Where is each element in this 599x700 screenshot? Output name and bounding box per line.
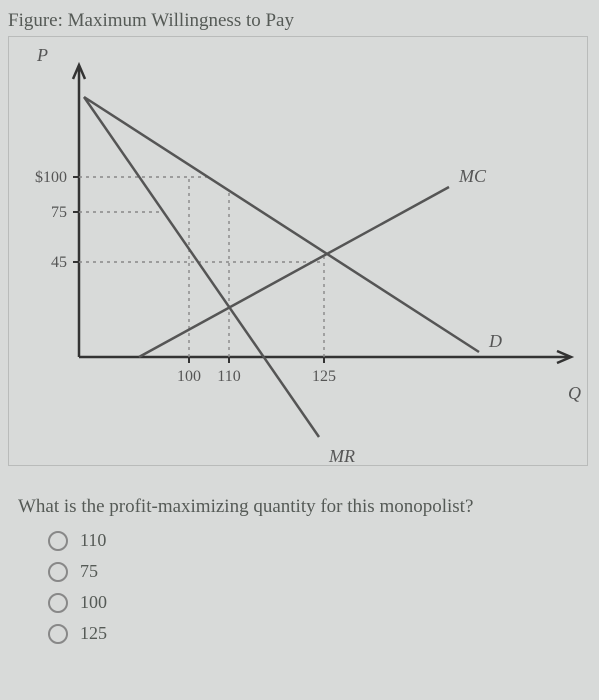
option-label: 125 [80,623,107,644]
svg-text:MR: MR [328,446,355,466]
svg-text:45: 45 [51,254,67,271]
y-axis-label: P [37,45,48,66]
option-125[interactable]: 125 [48,623,591,644]
radio-icon [48,593,68,613]
question-text: What is the profit-maximizing quantity f… [18,496,591,518]
x-axis-label: Q [568,383,581,404]
svg-text:100: 100 [177,368,201,385]
option-label: 110 [80,530,106,551]
svg-text:75: 75 [51,204,67,221]
option-label: 100 [80,592,107,613]
figure-title: Figure: Maximum Willingness to Pay [8,10,591,32]
radio-icon [48,531,68,551]
options-group: 110 75 100 125 [48,530,591,644]
radio-icon [48,562,68,582]
economics-chart: $100 75 45 100 110 125 D MR MC [9,37,589,467]
svg-text:110: 110 [217,368,240,385]
radio-icon [48,624,68,644]
svg-text:125: 125 [312,368,336,385]
option-label: 75 [80,561,98,582]
svg-text:D: D [488,331,502,351]
option-100[interactable]: 100 [48,592,591,613]
svg-text:$100: $100 [35,169,67,186]
option-75[interactable]: 75 [48,561,591,582]
option-110[interactable]: 110 [48,530,591,551]
svg-text:MC: MC [458,166,487,186]
chart-container: P Q $100 75 45 100 110 125 D MR MC [8,36,588,466]
